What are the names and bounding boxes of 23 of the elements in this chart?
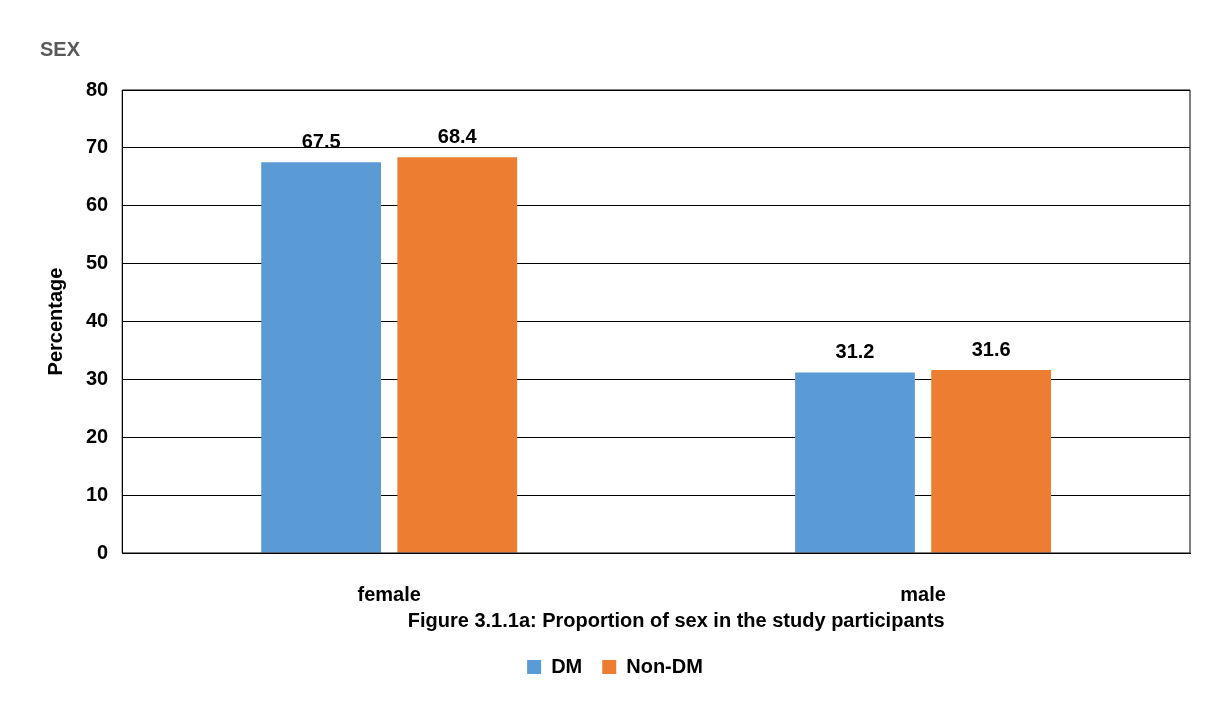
y-tick-label: 60 <box>86 193 109 216</box>
y-tick-label: 0 <box>97 540 109 563</box>
bar <box>397 157 518 553</box>
data-label: 31.2 <box>835 339 875 362</box>
y-tick-label: 20 <box>86 424 109 447</box>
y-tick-label: 40 <box>86 309 109 332</box>
x-tick-label: male <box>900 582 946 605</box>
bar <box>261 162 382 553</box>
y-tick-label: 10 <box>86 482 109 505</box>
x-tick-label: female <box>357 582 421 605</box>
legend-label: Non-DM <box>626 654 703 677</box>
legend-label: DM <box>551 654 583 677</box>
bar <box>795 372 915 553</box>
y-tick-label: 80 <box>86 77 109 100</box>
caption: Figure 3.1.1a: Proportion of sex in the study participants <box>407 608 945 631</box>
bar <box>931 370 1052 553</box>
data-label: 31.6 <box>971 337 1011 360</box>
chart-title: SEX <box>40 37 81 60</box>
y-axis-title: Percentage <box>43 267 66 376</box>
y-tick-label: 70 <box>86 135 109 158</box>
y-tick-label: 50 <box>86 251 109 274</box>
data-label: 68.4 <box>437 124 478 147</box>
y-tick-label: 30 <box>86 366 109 389</box>
